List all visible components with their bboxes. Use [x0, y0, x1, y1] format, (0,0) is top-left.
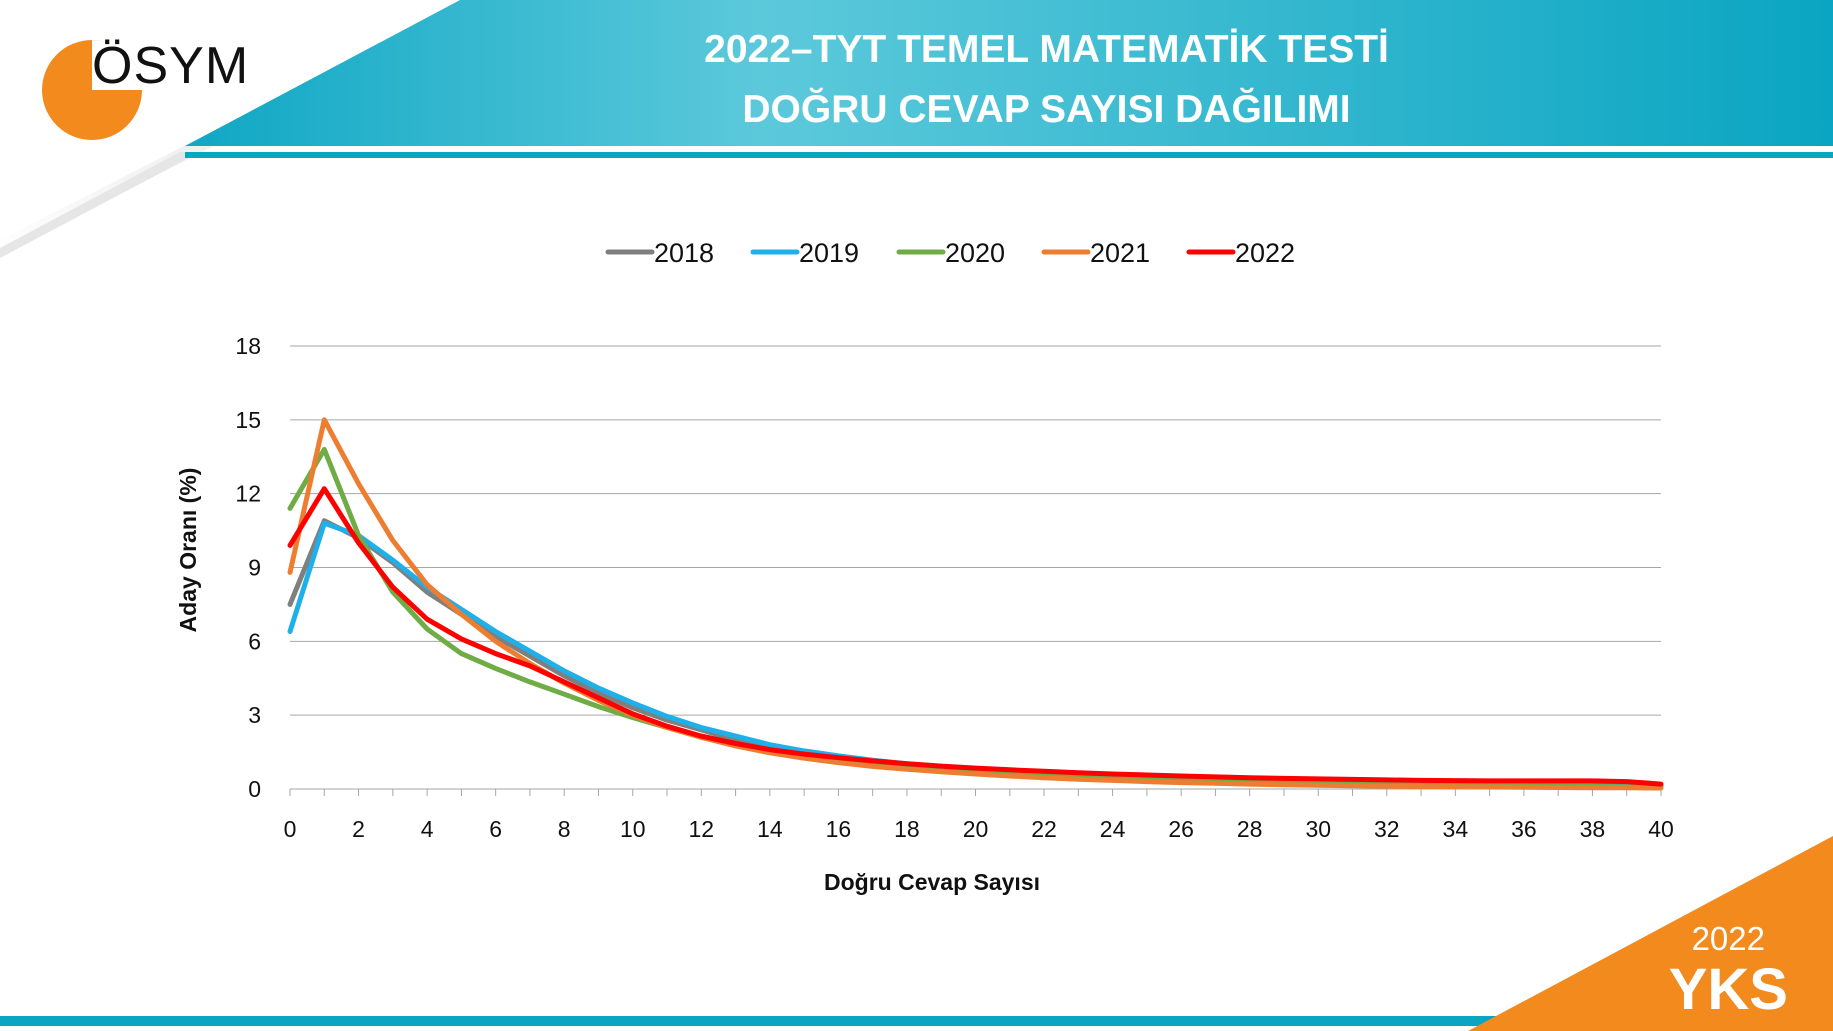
y-tick-label: 3 [248, 702, 261, 728]
y-axis-ticks: 0 3 6 9 12 15 18 [235, 333, 261, 802]
x-tick-label: 8 [558, 816, 571, 842]
yks-corner-badge [1468, 836, 1833, 1031]
series-line-2021 [287, 417, 1664, 791]
x-tick-label: 12 [689, 816, 715, 842]
legend-label-2021: 2021 [1090, 238, 1150, 268]
legend-label-2019: 2019 [799, 238, 859, 268]
x-tick-label: 40 [1648, 816, 1674, 842]
x-tick-label: 10 [620, 816, 646, 842]
y-axis-title: Aday Oranı (%) [175, 468, 201, 633]
series-line-2020 [287, 446, 1664, 790]
y-tick-label: 6 [248, 628, 261, 654]
brand-logo-text: ÖSYM [92, 37, 250, 95]
badge-year: 2022 [1691, 920, 1765, 957]
y-tick-label: 18 [235, 333, 261, 359]
y-tick-label: 9 [248, 555, 261, 581]
chart-grid [289, 345, 1662, 796]
page-subtitle: DOĞRU CEVAP SAYISI DAĞILIMI [742, 88, 1351, 131]
x-tick-label: 38 [1580, 816, 1606, 842]
x-axis-title: Doğru Cevap Sayısı [824, 869, 1040, 895]
x-tick-label: 6 [489, 816, 502, 842]
x-tick-label: 22 [1031, 816, 1057, 842]
series-line-2022 [287, 486, 1664, 787]
y-tick-label: 0 [248, 776, 261, 802]
x-tick-label: 34 [1443, 816, 1469, 842]
x-axis-ticks: 0 2 4 6 8 10 12 14 16 18 20 22 24 26 28 30 32 34 36 38 40 [284, 816, 1674, 842]
x-tick-label: 24 [1100, 816, 1126, 842]
x-tick-label: 28 [1237, 816, 1263, 842]
x-tick-label: 32 [1374, 816, 1400, 842]
header-shadow-flap-2 [0, 152, 200, 258]
chart-series [287, 417, 1664, 791]
y-tick-label: 15 [235, 407, 261, 433]
y-tick-label: 12 [235, 481, 261, 507]
x-tick-label: 4 [421, 816, 434, 842]
x-tick-label: 14 [757, 816, 783, 842]
x-tick-label: 2 [352, 816, 365, 842]
legend-label-2020: 2020 [945, 238, 1005, 268]
legend-label-2022: 2022 [1235, 238, 1295, 268]
page-title: 2022–TYT TEMEL MATEMATİK TESTİ [704, 28, 1389, 71]
x-tick-label: 0 [284, 816, 297, 842]
x-tick-label: 16 [826, 816, 852, 842]
header-banner [185, 0, 1833, 146]
legend-label-2018: 2018 [654, 238, 714, 268]
header-underline [185, 152, 1833, 158]
badge-name: YKS [1668, 957, 1788, 1022]
x-tick-label: 30 [1305, 816, 1331, 842]
x-tick-label: 36 [1511, 816, 1537, 842]
x-tick-label: 20 [963, 816, 989, 842]
x-tick-label: 18 [894, 816, 920, 842]
osym-logo-cutout [92, 40, 142, 90]
footer-bar [0, 1016, 1833, 1026]
x-tick-label: 26 [1168, 816, 1194, 842]
chart-legend: 2018 2019 2020 2021 2022 [605, 238, 1295, 268]
